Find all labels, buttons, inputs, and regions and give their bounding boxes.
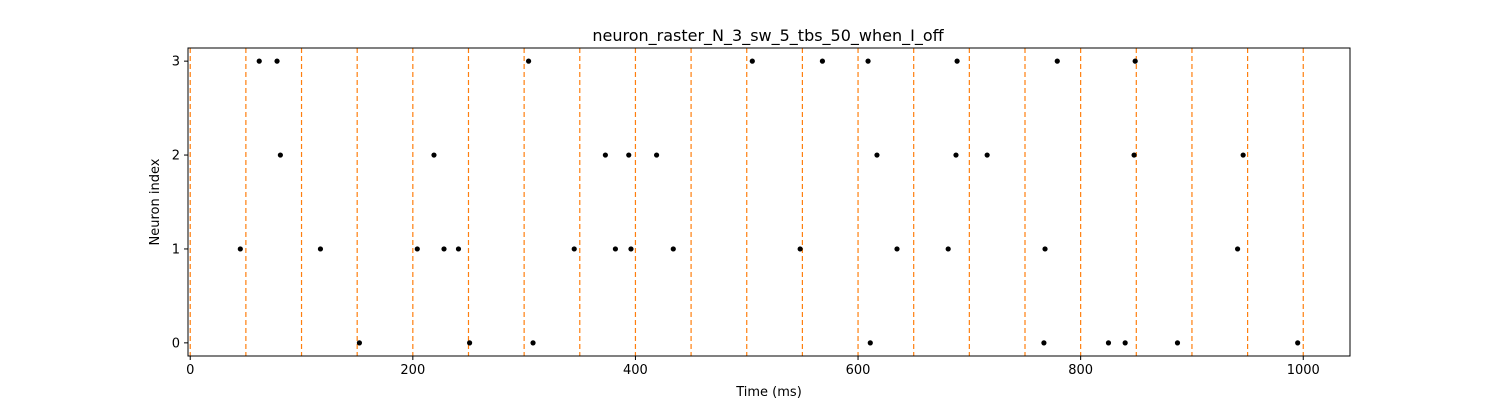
plot-area <box>188 48 1350 356</box>
spike-point-n1-1 <box>317 246 324 252</box>
y-tick-label-0: 0 <box>172 336 180 351</box>
spike-point-n0-6 <box>1122 340 1128 346</box>
x-tick-label-3: 600 <box>846 363 871 378</box>
spike-point-n3-1 <box>274 58 280 64</box>
interval-lines <box>189 48 1304 356</box>
x-tick-label-1: 200 <box>400 363 425 378</box>
spike-point-n3-7 <box>1054 58 1060 64</box>
spike-point-n2-5 <box>874 152 880 158</box>
spike-point-n0-0 <box>356 340 363 346</box>
y-tick-label-1: 1 <box>172 242 180 257</box>
spike-point-n1-3 <box>441 246 447 252</box>
spike-point-n0-4 <box>1041 340 1047 346</box>
spike-point-n2-8 <box>1131 152 1137 158</box>
y-tick-label-2: 2 <box>172 149 180 164</box>
spike-point-n3-2 <box>525 58 532 64</box>
spike-point-n1-11 <box>945 246 951 252</box>
spike-point-n0-7 <box>1174 340 1181 346</box>
spike-point-n1-5 <box>571 246 577 252</box>
spike-point-n1-0 <box>237 246 243 252</box>
spike-point-n0-8 <box>1295 340 1301 346</box>
spike-point-n3-3 <box>749 58 755 64</box>
spike-point-n3-5 <box>865 58 871 64</box>
spike-point-n1-13 <box>1234 246 1241 252</box>
chart-title: neuron_raster_N_3_sw_5_tbs_50_when_I_off <box>592 26 944 46</box>
spike-point-n2-7 <box>984 152 990 158</box>
spike-point-n2-6 <box>953 152 959 158</box>
spike-point-n0-2 <box>530 340 536 346</box>
spike-point-n2-9 <box>1240 152 1246 158</box>
spike-point-n3-0 <box>256 58 262 64</box>
spike-point-n1-4 <box>455 246 462 252</box>
y-tick-label-3: 3 <box>172 55 180 70</box>
x-tick-label-4: 800 <box>1068 363 1093 378</box>
spike-point-n3-8 <box>1132 58 1138 64</box>
x-axis-ticks: 0 200 400 600 800 1000 <box>186 356 1320 378</box>
y-axis-label: Neuron index <box>148 158 163 245</box>
spike-point-n0-5 <box>1105 340 1112 346</box>
spike-point-n2-2 <box>602 152 608 158</box>
spike-point-n3-6 <box>954 58 960 64</box>
spike-point-n1-6 <box>612 246 619 252</box>
plot-border <box>187 47 1351 357</box>
spike-point-n0-3 <box>867 340 873 346</box>
x-tick-label-5: 1000 <box>1287 363 1320 378</box>
x-tick-label-2: 400 <box>623 363 648 378</box>
spike-point-n1-2 <box>414 246 420 252</box>
spike-point-n2-4 <box>653 152 660 158</box>
spike-point-n1-10 <box>894 246 900 252</box>
spike-point-n1-9 <box>797 246 803 252</box>
x-axis-label: Time (ms) <box>735 385 802 400</box>
spike-points <box>237 58 1301 346</box>
spike-point-n0-1 <box>466 340 473 346</box>
y-axis-ticks: 0 1 2 3 <box>172 55 188 351</box>
spike-point-n3-4 <box>819 58 826 64</box>
spike-point-n1-12 <box>1042 246 1048 252</box>
spike-point-n2-3 <box>626 152 632 158</box>
spike-point-n2-0 <box>277 152 283 158</box>
spike-point-n1-8 <box>670 246 676 252</box>
spike-point-n2-1 <box>431 152 437 158</box>
x-tick-label-0: 0 <box>186 363 194 378</box>
spike-point-n1-7 <box>628 246 634 252</box>
